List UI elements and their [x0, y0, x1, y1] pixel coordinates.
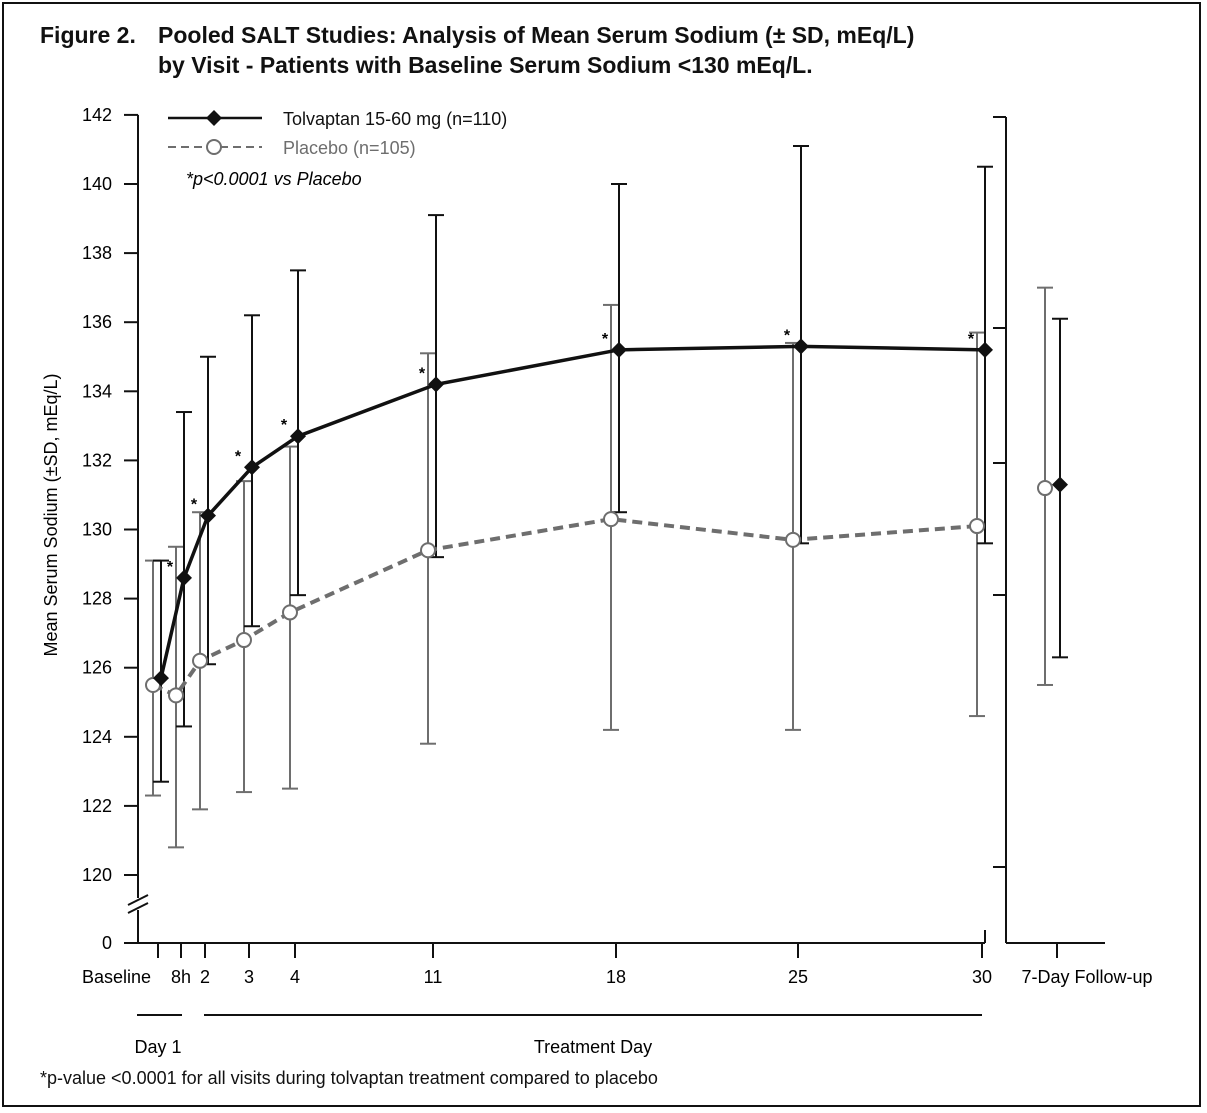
tolvaptan-point [977, 341, 993, 358]
tolvaptan-point [244, 459, 260, 476]
y-tick-label: 0 [102, 933, 112, 953]
y-tick-label: 120 [82, 865, 112, 885]
axis-break-mark [127, 894, 149, 906]
placebo-point [192, 652, 208, 669]
placebo-point [785, 531, 801, 548]
legend-tolvaptan-marker [206, 110, 222, 126]
tolvaptan-point [153, 670, 169, 687]
significance-asterisk: * [784, 327, 791, 344]
significance-asterisk: * [419, 365, 426, 382]
x-tick-label: 25 [788, 967, 808, 987]
significance-asterisk: * [281, 417, 288, 434]
axis-break-mark [127, 902, 149, 914]
x-tick-label: 3 [244, 967, 254, 987]
placebo-series-line [152, 517, 978, 698]
tolvaptan-point [428, 376, 444, 393]
legend-significance-note: *p<0.0001 vs Placebo [186, 169, 362, 189]
y-tick-label: 124 [82, 727, 112, 747]
significance-asterisk: * [191, 497, 198, 514]
y-tick-label: 126 [82, 658, 112, 678]
x-tick-label: 2 [200, 967, 210, 987]
x-tick-label: 18 [606, 967, 626, 987]
footnote: *p-value <0.0001 for all visits during t… [40, 1068, 658, 1088]
legend-placebo-label: Placebo (n=105) [283, 138, 416, 158]
tolvaptan-point [793, 338, 809, 355]
x-tick-label: 4 [290, 967, 300, 987]
tolvaptan-point [1052, 476, 1068, 493]
group-label-day1: Day 1 [134, 1037, 181, 1057]
figure-title-line1: Pooled SALT Studies: Analysis of Mean Se… [158, 22, 915, 48]
tolvaptan-series-line [159, 344, 986, 679]
x-tick-label: 7-Day Follow-up [1021, 967, 1152, 987]
significance-asterisk: * [167, 559, 174, 576]
x-tick-label: Baseline [82, 967, 151, 987]
tolvaptan-point [200, 507, 216, 524]
placebo-point [282, 604, 298, 621]
x-tick-label: 8h [171, 967, 191, 987]
y-axis-label: Mean Serum Sodium (±SD, mEq/L) [41, 374, 61, 657]
tolvaptan-point [176, 569, 192, 586]
placebo-point [420, 542, 436, 559]
y-tick-label: 122 [82, 796, 112, 816]
placebo-point [168, 687, 184, 704]
x-tick-label: 11 [424, 967, 443, 987]
y-tick-label: 130 [82, 520, 112, 540]
legend-placebo-marker [206, 139, 222, 155]
x-tick-label: 30 [972, 967, 992, 987]
placebo-point [969, 518, 985, 535]
y-tick-label: 136 [82, 312, 112, 332]
y-tick-label: 128 [82, 589, 112, 609]
y-tick-label: 138 [82, 243, 112, 263]
tolvaptan-point [611, 341, 627, 358]
placebo-point [603, 511, 619, 528]
figure-number: Figure 2. [40, 22, 136, 48]
legend-tolvaptan-label: Tolvaptan 15-60 mg (n=110) [283, 109, 507, 129]
significance-asterisk: * [235, 448, 242, 465]
figure-title-line2: by Visit - Patients with Baseline Serum … [158, 52, 813, 78]
y-tick-label: 132 [82, 450, 112, 470]
y-tick-label: 140 [82, 174, 112, 194]
significance-asterisk: * [602, 331, 609, 348]
group-label-treatment: Treatment Day [534, 1037, 652, 1057]
y-tick-label: 134 [82, 381, 112, 401]
significance-asterisk: * [968, 331, 975, 348]
tolvaptan-point [290, 428, 306, 445]
y-tick-label: 142 [82, 105, 112, 125]
placebo-point [1037, 480, 1053, 497]
placebo-point [236, 632, 252, 649]
